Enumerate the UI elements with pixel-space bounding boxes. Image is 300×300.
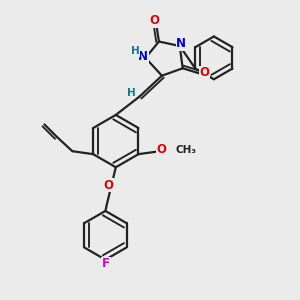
Text: N: N [138, 50, 148, 63]
Text: F: F [102, 257, 110, 270]
Text: O: O [200, 66, 209, 79]
Text: O: O [103, 178, 113, 192]
Text: O: O [149, 14, 160, 27]
Text: O: O [156, 143, 167, 156]
Text: H: H [127, 88, 136, 98]
Text: CH₃: CH₃ [175, 145, 196, 155]
Text: N: N [176, 37, 186, 50]
Text: H: H [131, 46, 140, 56]
